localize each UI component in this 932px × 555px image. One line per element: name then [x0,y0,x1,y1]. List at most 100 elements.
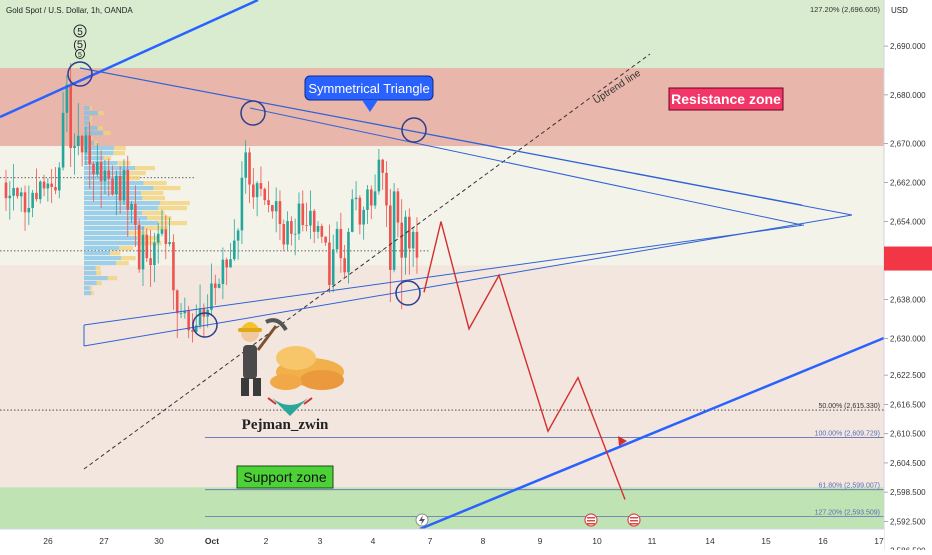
time-tick-label: 3 [318,536,323,546]
candle-body [309,210,312,226]
price-tick-label: 2,630.000 [890,335,926,344]
candle [156,223,160,264]
triangle-boundary-line [249,107,803,226]
volume-profile-bar [143,181,167,186]
candle-body [286,221,289,245]
time-tick-label: 2 [264,536,269,546]
candle-body [111,178,114,195]
candle [134,185,137,247]
candle-body [134,204,137,226]
volume-profile-bar [84,291,92,296]
candle [373,174,377,209]
candle [331,234,335,293]
candle-body [213,283,217,288]
candle-body [130,204,133,210]
candle-body [137,225,141,270]
candle [16,186,19,199]
candle [141,226,145,286]
candle [297,192,301,241]
lightning-event-icon[interactable] [415,513,429,527]
candle [73,133,76,175]
candle-body [293,233,297,235]
forecast-arrowhead [618,436,627,446]
candle [362,206,365,240]
candle [408,208,411,275]
fib-level-label: 50.00% (2,615.330) [819,403,881,410]
wave-labels: 5 (5) 5 [73,24,87,59]
volume-profile-bar [84,261,117,266]
candle-body [99,162,103,182]
resistance-zone-label: Resistance zone [671,91,781,107]
candle-body [362,209,365,225]
volume-profile-bar [84,201,161,206]
candle-body [267,200,270,206]
volume-profile-bar [84,206,159,211]
volume-profile-bar [96,271,101,276]
time-tick-label: Oct [205,536,219,546]
candle [316,221,320,239]
volume-profile-bar [153,186,181,191]
support-zone-label-box[interactable]: Support zone [236,465,334,489]
time-tick-label: 8 [481,536,486,546]
candle-body [8,195,12,199]
us-flag-event-icon[interactable] [627,513,641,527]
candle [358,195,362,235]
candle-body [88,135,92,165]
volume-profile-bar [160,201,190,206]
resistance-zone-label-box[interactable]: Resistance zone [668,87,784,111]
candle [61,91,65,171]
candle [198,284,202,329]
support-zone-label: Support zone [243,469,326,485]
candle-body [343,258,346,273]
upper-green-band [0,0,884,69]
candle [80,134,84,167]
time-axis[interactable] [0,529,884,550]
candle-body [225,259,228,268]
symmetrical-triangle-callout[interactable]: Symmetrical Triangle [304,75,434,112]
candle-body [183,310,187,314]
forecast-path [423,221,626,500]
volume-profile-bar [103,156,112,161]
volume-profile-bar [128,171,146,176]
candle-body [96,162,99,175]
volume-profile-bar [146,216,172,221]
volume-profile-bar [114,146,126,151]
candle-body [385,172,388,206]
volume-profile-bar [84,166,136,171]
time-tick-label: 15 [761,536,771,546]
candle [312,208,316,244]
candle [404,210,407,275]
candle-body [179,313,183,315]
candle [107,158,111,197]
price-tick-label: 2,690.000 [890,42,926,51]
candle-body [65,84,69,113]
candle [293,218,297,256]
candle [12,164,15,211]
candle [301,190,305,232]
time-tick-label: 17 [874,536,884,546]
candle [103,159,107,195]
candle [400,199,404,310]
candle [320,223,324,244]
us-flag-event-icon[interactable] [584,513,598,527]
price-axis[interactable] [884,0,932,550]
candle-body [217,284,221,288]
price-tick-label: 2,586.500 [890,547,926,550]
volume-profile-bar [84,126,98,131]
time-tick-label: 4 [371,536,376,546]
candle [183,297,187,319]
candle [172,234,175,310]
volume-profile-bar [84,186,154,191]
candle [46,178,50,202]
volume-profile-bar [84,266,96,271]
candle [35,168,38,202]
candle-body [46,183,50,189]
candle-body [210,283,213,310]
candle-body [404,216,407,258]
candle [377,148,381,195]
candle-body [373,191,377,206]
price-tick-label: 2,592.500 [890,517,926,526]
volume-profile-bar [84,271,97,276]
